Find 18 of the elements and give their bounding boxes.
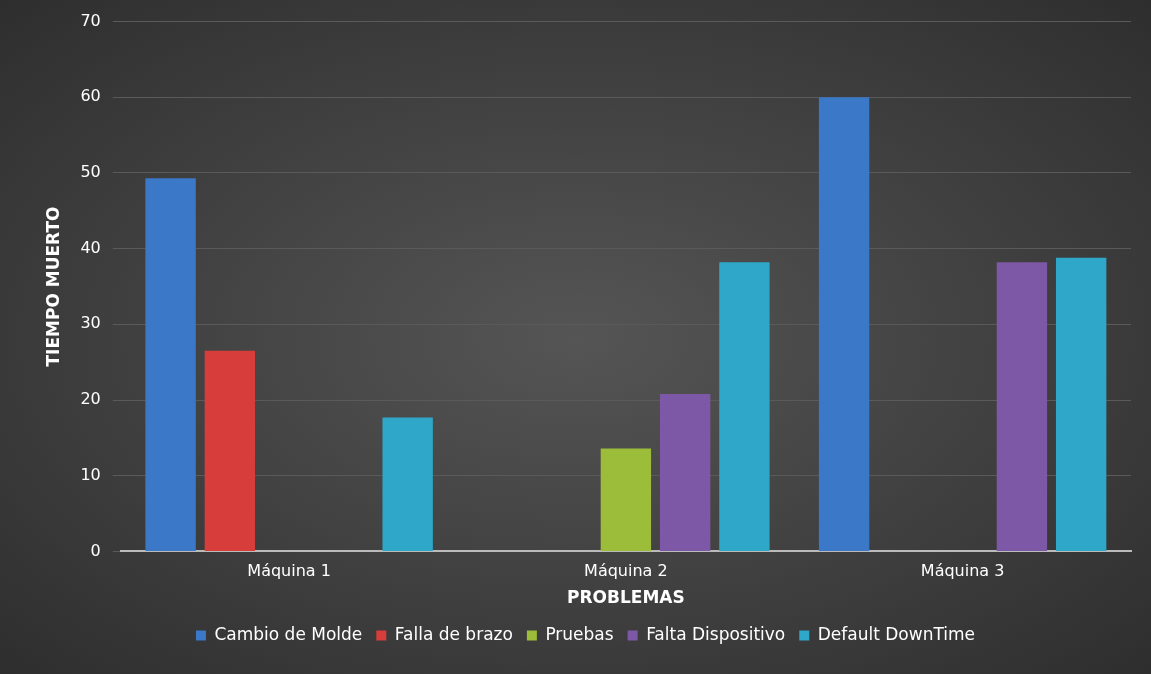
legend-label: Falla de brazo bbox=[394, 623, 513, 644]
legend-label: Falta Dispositivo bbox=[646, 623, 786, 644]
legend-label: Pruebas bbox=[545, 623, 614, 644]
y-tick-label: 40 bbox=[80, 237, 101, 257]
y-tick-label: 60 bbox=[80, 86, 101, 106]
x-tick-label: Máquina 1 bbox=[247, 561, 331, 581]
y-tick-label: 30 bbox=[80, 313, 101, 333]
y-tick-label: 70 bbox=[80, 10, 101, 30]
legend-label: Default DownTime bbox=[817, 623, 976, 644]
legend-label: Cambio de Molde bbox=[214, 623, 363, 644]
y-tick-label: 50 bbox=[80, 162, 101, 182]
y-tick-label: 10 bbox=[80, 464, 101, 484]
x-axis-title: PROBLEMAS bbox=[567, 587, 685, 608]
y-axis-title: TIEMPO MUERTO bbox=[42, 206, 63, 367]
x-tick-label: Máquina 2 bbox=[584, 561, 668, 581]
x-tick-label: Máquina 3 bbox=[920, 561, 1005, 581]
y-tick-label: 20 bbox=[80, 389, 101, 409]
y-tick-label: 0 bbox=[90, 540, 101, 560]
